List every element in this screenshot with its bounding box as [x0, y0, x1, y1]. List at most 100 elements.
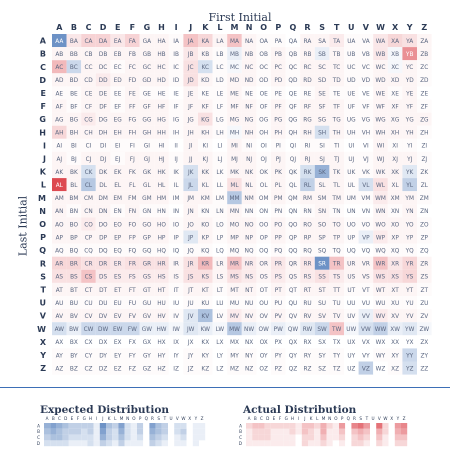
- heatmap-cell: [66, 282, 82, 296]
- cell-label: YE: [405, 91, 414, 97]
- cell-label: XP: [391, 235, 399, 241]
- mini-heatmap-cell: [314, 434, 321, 441]
- heatmap-cell: [387, 178, 403, 192]
- heatmap-cell: [373, 138, 388, 152]
- cell-label: OI: [261, 144, 268, 150]
- cell-label: BH: [70, 131, 78, 137]
- heatmap-cell: [373, 178, 388, 192]
- cell-label: VL: [362, 183, 370, 189]
- heatmap-cell: [314, 361, 330, 375]
- cell-label: OH: [259, 131, 268, 137]
- heatmap-cell: [52, 73, 67, 87]
- cell-label: OE: [260, 91, 269, 97]
- heatmap-cell: [344, 204, 359, 218]
- heatmap-cell: [139, 73, 155, 87]
- cell-label: YM: [404, 196, 414, 202]
- cell-label: HJ: [158, 157, 164, 163]
- cell-label: GO: [142, 222, 151, 228]
- y-tick-label: O: [39, 220, 46, 229]
- cell-label: UW: [346, 327, 356, 333]
- heatmap-cell: [212, 60, 228, 74]
- heatmap-cell: [271, 178, 286, 192]
- mini-heatmap-cell: [99, 440, 106, 447]
- heatmap-cell: [66, 73, 82, 87]
- cell-label: VE: [362, 91, 370, 97]
- heatmap-cell: [241, 269, 257, 283]
- cell-label: WA: [376, 39, 385, 45]
- cell-label: UT: [347, 288, 355, 294]
- x-tick-label: G: [144, 23, 151, 32]
- cell-label: DP: [99, 235, 107, 241]
- heatmap-cell: [344, 348, 359, 362]
- heatmap-cell: [241, 47, 257, 61]
- heatmap-cell: [285, 322, 301, 336]
- heatmap-cell: [125, 204, 140, 218]
- x-tick-label: I: [175, 23, 178, 32]
- mini-x-tick-label: T: [365, 416, 369, 421]
- heatmap-cell: [402, 191, 417, 205]
- cell-label: IO: [173, 222, 180, 228]
- cell-label: UF: [348, 104, 356, 110]
- heatmap-cell: [95, 99, 111, 113]
- mini-x-tick-label: L: [316, 416, 319, 421]
- heatmap-cell: [402, 348, 417, 362]
- y-tick-label: V: [40, 312, 47, 321]
- cell-label: QE: [289, 91, 298, 97]
- cell-label: FC: [129, 65, 136, 71]
- cell-label: MA: [230, 39, 239, 45]
- cell-label: IY: [173, 353, 179, 359]
- cell-label: FS: [129, 275, 136, 281]
- heatmap-cell: [329, 125, 344, 139]
- cell-label: YF: [405, 104, 413, 110]
- mini-heatmap-cell: [93, 423, 100, 429]
- cell-label: YA: [405, 39, 413, 45]
- heatmap-cell: [198, 112, 213, 126]
- cell-label: TE: [332, 91, 341, 97]
- mini-heatmap-cell: [394, 434, 401, 441]
- heatmap-cell: [81, 34, 96, 48]
- cell-label: GC: [143, 65, 152, 71]
- cell-label: ZM: [420, 196, 429, 202]
- cell-label: VV: [362, 314, 370, 320]
- mini-heatmap-cell: [155, 423, 162, 429]
- heatmap-cell: [387, 361, 403, 375]
- mini-heatmap-cell: [314, 428, 321, 435]
- heatmap-cell: [329, 296, 344, 310]
- heatmap-cell: [227, 309, 242, 323]
- cell-label: MM: [229, 196, 239, 202]
- mini-heatmap-cell: [44, 440, 51, 447]
- cell-label: FB: [129, 52, 136, 58]
- cell-label: JX: [187, 340, 194, 346]
- cell-label: TA: [332, 39, 340, 45]
- heatmap-cell: [66, 191, 82, 205]
- cell-label: QP: [289, 235, 298, 241]
- heatmap-cell: [300, 47, 315, 61]
- cell-label: LT: [217, 288, 223, 294]
- heatmap-cell: [81, 165, 96, 179]
- mini-heatmap-cell: [137, 428, 144, 435]
- heatmap-cell: [110, 112, 125, 126]
- x-tick-label: O: [260, 23, 267, 32]
- heatmap-cell: [139, 191, 155, 205]
- cell-label: YJ: [406, 157, 413, 163]
- cell-label: IZ: [173, 366, 179, 372]
- mini-x-tick-label: Z: [201, 416, 204, 421]
- cell-label: GL: [143, 183, 151, 189]
- heatmap-cell: [168, 256, 184, 270]
- cell-label: WK: [376, 170, 386, 176]
- cell-label: ID: [173, 78, 180, 84]
- cell-label: RP: [304, 235, 312, 241]
- cell-label: OX: [260, 340, 268, 346]
- cell-label: BA: [70, 39, 78, 45]
- mini-heatmap-cell: [130, 423, 137, 429]
- cell-label: EH: [114, 131, 122, 137]
- mini-heatmap-cell: [81, 423, 88, 429]
- cell-label: FD: [128, 78, 136, 84]
- heatmap-cell: [300, 73, 315, 87]
- mini-heatmap-cell: [81, 428, 88, 435]
- cell-label: QJ: [290, 157, 297, 163]
- cell-label: DB: [99, 52, 107, 58]
- heatmap-cell: [110, 217, 125, 231]
- cell-label: US: [347, 275, 355, 281]
- cell-label: TD: [332, 78, 342, 84]
